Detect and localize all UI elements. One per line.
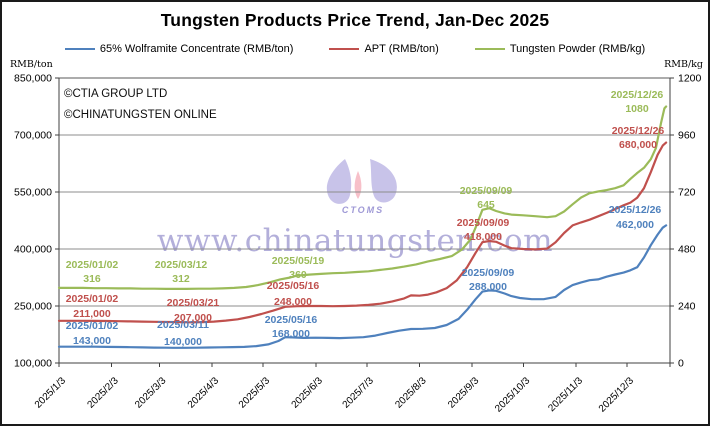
- legend-line-apt: [329, 48, 360, 50]
- y-axis-right-tick-label: 240: [678, 301, 696, 313]
- annotation-value-wolframite-concentrate: 143,000: [73, 335, 111, 347]
- annotation-date-tungsten-powder: 2025/01/02: [66, 259, 119, 271]
- y-axis-left-tick-label: 700,000: [14, 130, 52, 142]
- legend-label-tungsten-powder: Tungsten Powder (RMB/kg): [509, 43, 646, 55]
- x-axis-tick-label: 2025/4/3: [186, 375, 222, 411]
- y-axis-left-tick-label: 850,000: [14, 73, 52, 85]
- annotation-value-apt: 680,000: [619, 139, 657, 151]
- annotation-value-wolframite-concentrate: 462,000: [616, 219, 654, 231]
- x-axis-tick-label: 2025/1/3: [33, 375, 69, 411]
- x-axis-tick-label: 2025/12/3: [597, 375, 637, 415]
- series-line-apt: [57, 141, 668, 324]
- legend-line-tungsten-powder: [474, 48, 505, 50]
- y-axis-left-tick-label: 400,000: [14, 244, 52, 256]
- annotation-date-apt: 2025/03/21: [167, 297, 220, 309]
- legend-line-wolframite: [64, 48, 95, 50]
- annotation-value-tungsten-powder: 1080: [625, 103, 649, 115]
- x-axis-tick-label: 2025/8/3: [393, 375, 429, 411]
- annotation-date-apt: 2025/09/09: [457, 217, 510, 229]
- copyright-watermark: ©CTIA GROUP LTD ©CHINATUNGSTEN ONLINE: [64, 84, 217, 126]
- logo-left-swirl: [326, 159, 352, 204]
- y-axis-right-tick-label: 960: [678, 130, 696, 142]
- x-axis-tick-label: 2025/7/3: [341, 375, 377, 411]
- y-axis-left-tick-label: 250,000: [14, 301, 52, 313]
- legend: 65% Wolframite Concentrate (RMB/ton) APT…: [2, 43, 708, 55]
- annotation-date-apt: 2025/01/02: [66, 293, 119, 305]
- x-axis-tick-label: 2025/9/3: [446, 375, 482, 411]
- x-axis-tick-label: 2025/11/3: [546, 375, 585, 414]
- annotation-date-wolframite-concentrate: 2025/12/26: [609, 204, 662, 216]
- x-axis-tick-label: 2025/2/3: [86, 375, 122, 411]
- annotation-date-tungsten-powder: 2025/03/12: [155, 259, 208, 271]
- annotation-value-apt: 418,000: [464, 231, 502, 243]
- page-title: Tungsten Products Price Trend, Jan-Dec 2…: [160, 10, 550, 30]
- legend-item-apt: APT (RMB/ton): [329, 43, 439, 55]
- annotation-value-apt: 248,000: [274, 296, 312, 308]
- annotation-date-tungsten-powder: 2025/09/09: [460, 185, 513, 197]
- annotation-date-wolframite-concentrate: 2025/01/02: [66, 320, 119, 332]
- legend-label-wolframite: 65% Wolframite Concentrate (RMB/ton): [99, 43, 294, 55]
- annotation-value-tungsten-powder: 312: [172, 273, 190, 285]
- annotation-value-wolframite-concentrate: 140,000: [164, 336, 202, 348]
- y-axis-right-tick-label: 720: [678, 187, 696, 199]
- annotation-value-wolframite-concentrate: 288,000: [469, 281, 507, 293]
- annotation-date-wolframite-concentrate: 2025/03/11: [157, 319, 209, 331]
- series-line-wolframite-concentrate: [57, 224, 668, 349]
- annotation-date-tungsten-powder: 2025/05/19: [272, 255, 325, 267]
- y-axis-left-tick-label: 100,000: [14, 358, 52, 370]
- annotation-value-apt: 211,000: [73, 308, 111, 320]
- legend-item-tungsten-powder: Tungsten Powder (RMB/kg): [474, 43, 646, 55]
- annotation-date-apt: 2025/05/16: [267, 280, 320, 292]
- annotation-date-apt: 2025/12/26: [612, 125, 665, 137]
- copyright-line-2: ©CHINATUNGSTEN ONLINE: [64, 109, 217, 121]
- x-axis-tick-label: 2025/5/3: [237, 375, 273, 411]
- right-axis-unit-label: RMB/kg: [664, 59, 703, 70]
- x-axis-tick-label: 2025/6/3: [290, 375, 326, 411]
- logo-text: CTOMS: [342, 205, 384, 215]
- annotation-date-wolframite-concentrate: 2025/09/09: [462, 267, 515, 279]
- x-axis-tick-label: 2025/10/3: [493, 375, 533, 415]
- y-axis-left-tick-label: 550,000: [14, 187, 52, 199]
- legend-label-apt: APT (RMB/ton): [364, 43, 439, 55]
- annotation-value-tungsten-powder: 360: [289, 269, 307, 281]
- y-axis-right-tick-label: 0: [678, 358, 684, 370]
- annotation-value-tungsten-powder: 645: [477, 199, 495, 211]
- y-axis-right-tick-label: 480: [678, 244, 696, 256]
- series-line-tungsten-powder: [57, 105, 668, 290]
- annotation-value-tungsten-powder: 316: [83, 273, 101, 285]
- annotation-date-tungsten-powder: 2025/12/26: [611, 89, 664, 101]
- x-axis-tick-label: 2025/3/3: [133, 375, 169, 411]
- annotation-value-wolframite-concentrate: 168,000: [272, 328, 310, 340]
- annotation-date-wolframite-concentrate: 2025/05/16: [265, 314, 318, 326]
- annotation-value-apt: 207,000: [174, 312, 212, 324]
- left-axis-unit-label: RMB/ton: [10, 59, 53, 70]
- y-axis-right-tick-label: 1200: [678, 73, 702, 85]
- copyright-line-1: ©CTIA GROUP LTD: [64, 88, 168, 100]
- legend-item-wolframite: 65% Wolframite Concentrate (RMB/ton): [64, 43, 294, 55]
